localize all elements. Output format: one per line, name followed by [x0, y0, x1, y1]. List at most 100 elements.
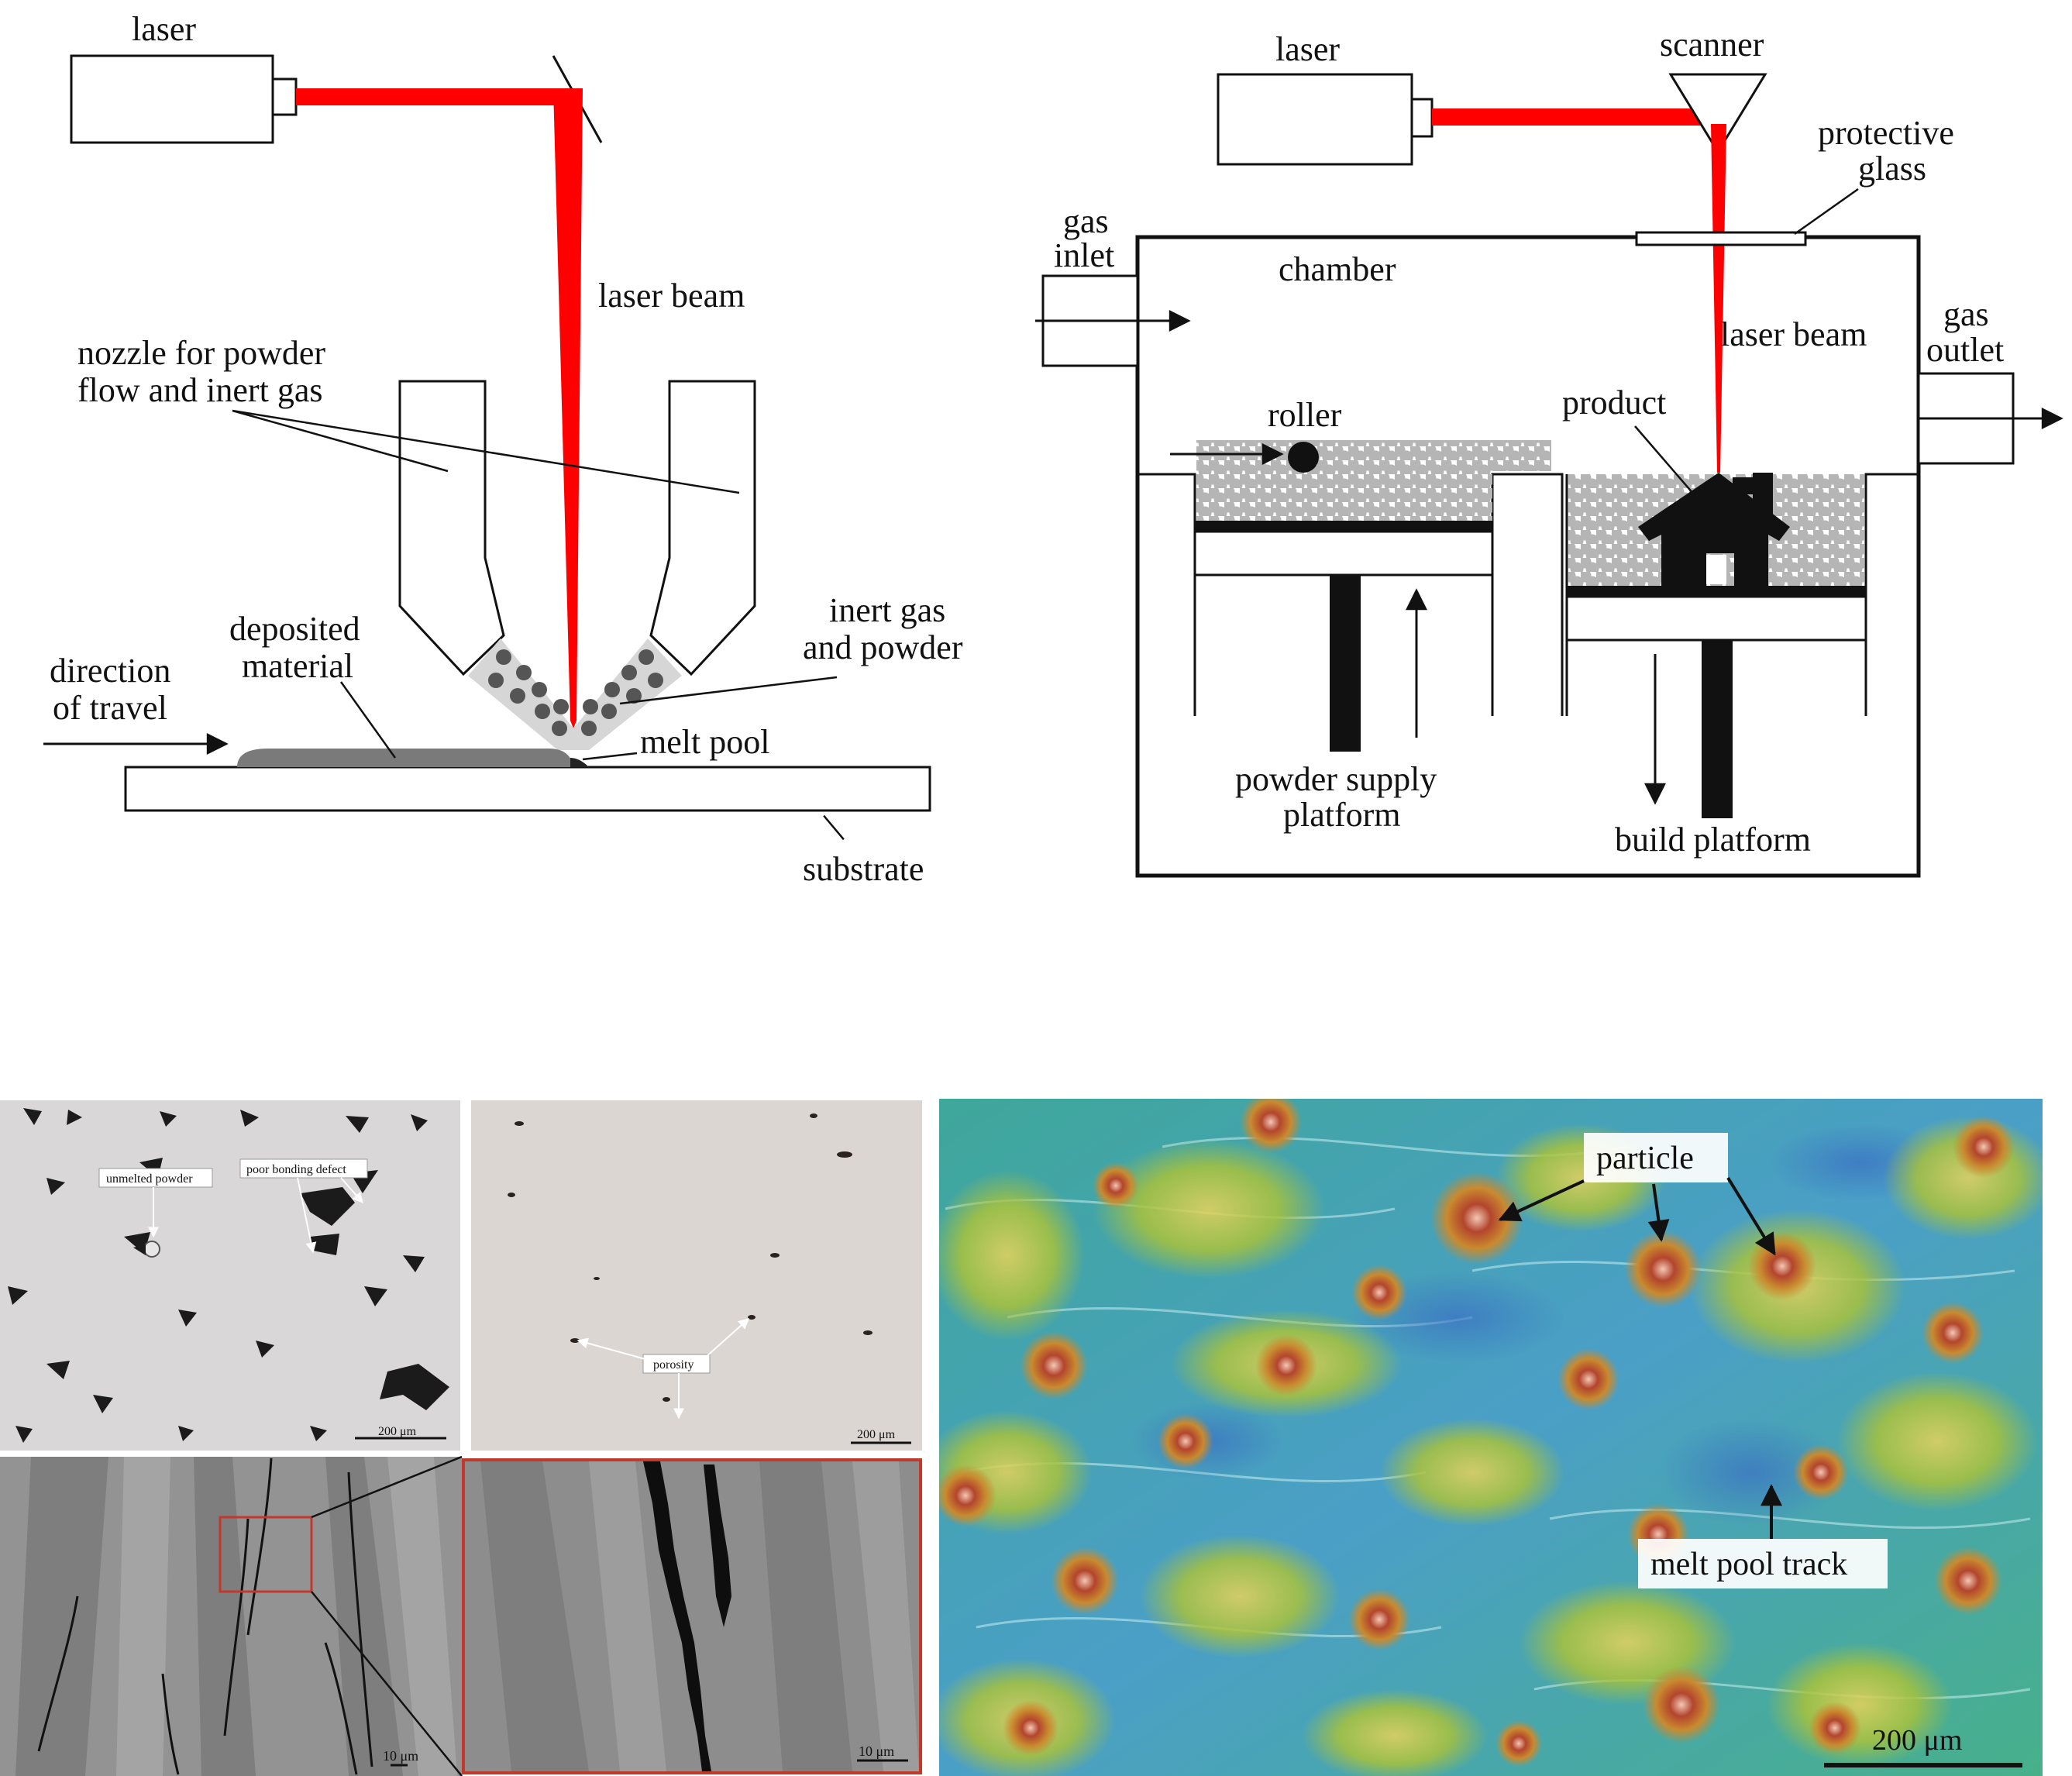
scanner-label: scanner	[1660, 26, 1764, 64]
pbf-panel: laser scanner protective glass chamber l…	[1035, 26, 2063, 878]
porosity-tag	[642, 1354, 711, 1374]
nozzle-left	[398, 380, 505, 676]
nozzle-leader-left	[232, 409, 449, 473]
protective-label-line2: glass	[1858, 150, 1926, 188]
poor-bonding-arrow-1	[297, 1177, 317, 1254]
defect-voids	[8, 1108, 449, 1443]
tl-scale-label: 200 μm	[378, 1425, 417, 1438]
protective-glass	[1635, 231, 1807, 246]
sem-bottom-right: 10 μm	[462, 1458, 922, 1774]
heatmap-hot-particles	[939, 1099, 2015, 1767]
porosity-arrow-1	[577, 1337, 652, 1361]
build-platform-plate	[1567, 586, 1866, 597]
unmelted-powder-particle	[143, 1241, 160, 1258]
powder-particles	[488, 649, 663, 736]
heatmap-panel	[939, 1099, 2043, 1776]
particle-tag	[1584, 1133, 1728, 1182]
powder-supply-label-line2: platform	[1283, 796, 1401, 834]
pbf-laser-label: laser	[1275, 30, 1340, 68]
direction-label-line1: direction	[50, 652, 170, 690]
nozzle-right	[649, 380, 756, 676]
pbf-beam-horizontal	[1432, 108, 1720, 126]
unmelted-powder-label: unmelted powder	[106, 1172, 193, 1186]
nozzle-leader-right	[232, 409, 740, 494]
tr-scale-label: 200 μm	[857, 1428, 896, 1441]
direction-label-line2: of travel	[53, 689, 167, 727]
melt-pool-label: melt pool	[640, 723, 769, 761]
product	[1638, 473, 1790, 586]
roller	[1288, 442, 1319, 473]
melt-pool	[570, 758, 589, 767]
bl-scale-label: 10 μm	[383, 1748, 418, 1764]
crack	[643, 1461, 731, 1771]
build-platform-label: build platform	[1615, 821, 1811, 859]
porosity-label: porosity	[653, 1358, 694, 1372]
substrate-leader	[823, 814, 845, 841]
supply-piston	[1330, 575, 1361, 752]
particle-arrow-3	[1726, 1176, 1776, 1256]
powder-well-walls	[1139, 473, 1196, 716]
particle-arrow-2	[1647, 1183, 1670, 1242]
deposited-label-line2: material	[242, 647, 353, 685]
ded-panel: laser laser beam nozzle for powder flow …	[43, 10, 963, 888]
powder-supply-label-line1: powder supply	[1235, 760, 1437, 798]
ded-laser-beam-label: laser beam	[598, 277, 745, 315]
zoom-line-top	[311, 1455, 463, 1519]
inert-gas-leader	[619, 676, 838, 705]
gas-inlet-label-line2: inlet	[1054, 236, 1114, 274]
poor-bonding-label: poor bonding defect	[246, 1163, 346, 1176]
product-leader	[1634, 425, 1695, 495]
product-label: product	[1562, 384, 1666, 422]
micrograph-top-left: unmelted powder poor bonding defect 200 …	[0, 1100, 460, 1451]
particle-arrow-1	[1498, 1179, 1585, 1222]
gas-outlet-label-line1: gas	[1943, 295, 1989, 333]
sem-bottom-left: 10 μm	[0, 1455, 463, 1776]
build-well-wall-right	[1864, 473, 1919, 716]
poor-bonding-arrow-2	[340, 1177, 363, 1204]
supply-platform-plate	[1195, 521, 1492, 532]
pbf-laser-box	[1217, 73, 1413, 166]
heatmap-scale-label: 200 μm	[1872, 1724, 1962, 1757]
substrate	[124, 766, 931, 812]
nozzle-label-line1: nozzle for powder	[77, 334, 325, 372]
br-scale-label: 10 μm	[859, 1743, 894, 1759]
pbf-laser-beam-label: laser beam	[1720, 315, 1867, 353]
inert-gas-label-line1: inert gas	[829, 591, 945, 629]
gas-outlet-label-line2: outlet	[1926, 331, 2004, 369]
ded-beam-horizontal	[296, 88, 569, 105]
roller-label: roller	[1268, 396, 1342, 434]
chamber-label: chamber	[1279, 250, 1396, 288]
ded-laser-label: laser	[132, 10, 196, 48]
melt-pool-track-tag	[1638, 1539, 1888, 1588]
protective-leader	[1794, 188, 1859, 236]
deposited-material	[237, 749, 573, 767]
product-chimney	[1753, 473, 1773, 519]
supply-platform	[1193, 530, 1494, 577]
heatmap-annotations: particle melt pool track 200 μm	[1498, 1133, 2022, 1767]
porosity-arrow-2	[704, 1318, 750, 1358]
particle-label: particle	[1596, 1141, 1694, 1176]
powder-bed-top	[1317, 440, 1551, 471]
ded-laser-box	[70, 54, 274, 144]
substrate-label: substrate	[803, 850, 924, 888]
scanner	[1668, 73, 1767, 154]
inert-gas-label-line2: and powder	[803, 628, 963, 666]
nozzle-label-line2: flow and inert gas	[77, 371, 322, 409]
product-window	[1706, 555, 1726, 584]
melt-pool-track-label: melt pool track	[1650, 1547, 1847, 1582]
pbf-laser-aperture	[1410, 98, 1434, 138]
deposited-label-line1: deposited	[229, 610, 360, 648]
deposited-leader	[339, 681, 397, 759]
melt-pool-leader	[582, 752, 638, 761]
micrograph-top-right: porosity 200 μm	[471, 1100, 922, 1451]
powder-well-wall-right	[1491, 473, 1564, 716]
build-piston	[1702, 640, 1733, 818]
poor-bonding-tag	[239, 1158, 368, 1179]
gas-inlet-label-line1: gas	[1063, 202, 1109, 240]
zoom-line-bottom	[311, 1591, 463, 1776]
build-platform	[1565, 595, 1867, 642]
chamber	[1135, 235, 1921, 878]
pbf-beam-vertical	[1711, 124, 1726, 473]
ded-laser-aperture	[271, 77, 298, 116]
